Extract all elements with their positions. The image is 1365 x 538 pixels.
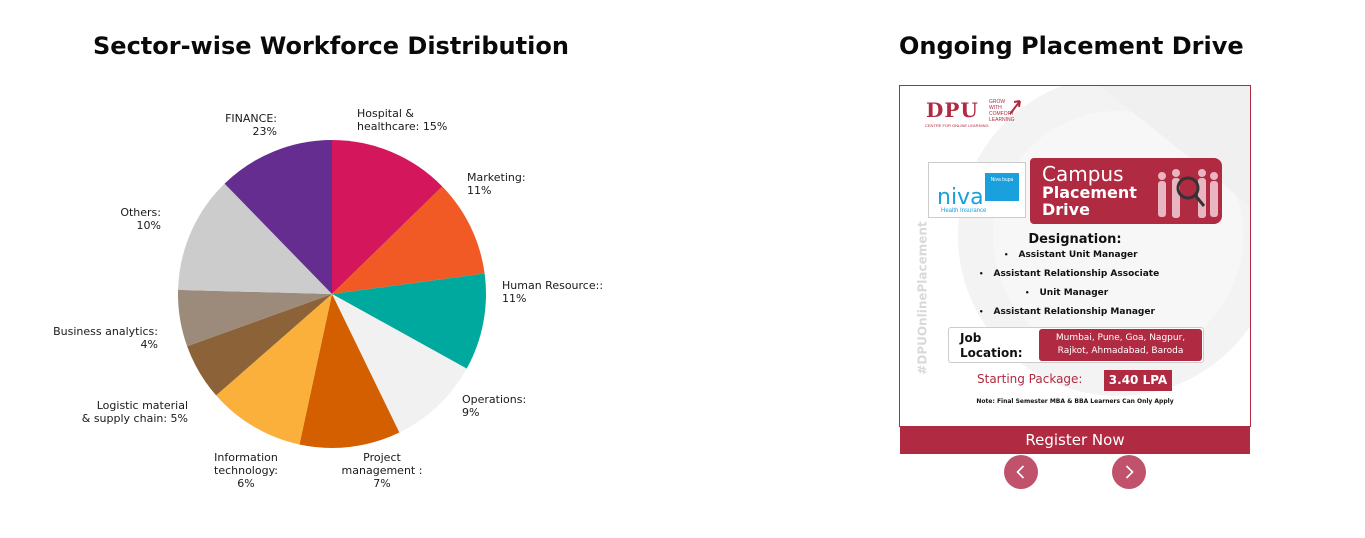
pie-slice-label: Logistic material & supply chain: 5% <box>82 399 188 425</box>
partner-logo-box: niva Niva bupa Health Insurance <box>928 162 1026 218</box>
dpu-logo: DPU <box>926 98 979 122</box>
register-now-button[interactable]: Register Now <box>900 427 1250 454</box>
placement-drive-heading: Placement Drive <box>1042 183 1137 219</box>
pie-slice <box>332 186 485 294</box>
designation-item: Assistant Unit Manager <box>1004 250 1137 260</box>
chart-section-title: Sector-wise Workforce Distribution <box>93 32 569 60</box>
logo-side-text: GROW WITH COMFORT LEARNING <box>989 99 1015 123</box>
campus-drive-banner: Campus Placement Drive <box>1030 158 1222 224</box>
pie-slice-label: Business analytics: 4% <box>53 325 158 351</box>
pie-slice-label: Project management :7% <box>342 451 423 490</box>
job-location-label: Job Location: <box>960 331 1023 360</box>
placement-section-title: Ongoing Placement Drive <box>899 32 1244 60</box>
pie-slice <box>187 294 332 396</box>
designation-heading: Designation: <box>1028 232 1122 247</box>
pie-slice-label: FINANCE: 23% <box>225 112 277 138</box>
logo-tagline: CENTRE FOR ONLINE LEARNING <box>925 123 989 128</box>
pie-slice-label: Operations: 9% <box>462 393 526 419</box>
carousel-next-button[interactable] <box>1112 455 1146 489</box>
pie-slice <box>216 294 332 445</box>
designation-item: Unit Manager <box>1025 288 1108 298</box>
placement-poster[interactable]: DPU CENTRE FOR ONLINE LEARNING GROW WITH… <box>899 85 1251 427</box>
package-label: Starting Package: <box>977 372 1083 386</box>
job-location-values: Mumbai, Pune, Goa, Nagpur, Rajkot, Ahmad… <box>1039 329 1202 361</box>
pie-slice <box>299 294 400 448</box>
campus-heading: Campus <box>1042 162 1124 186</box>
job-location-box: Job Location: Mumbai, Pune, Goa, Nagpur,… <box>948 327 1204 363</box>
people-silhouettes-icon <box>1158 169 1218 218</box>
pie-slice <box>332 140 443 294</box>
pie-slice-label: Information technology: 6% <box>214 451 278 490</box>
chevron-left-icon <box>1016 465 1025 479</box>
pie-slice <box>224 140 332 294</box>
pie-slice <box>178 183 332 294</box>
workforce-pie-chart: Hospital & healthcare: 15% Marketing: 11% Hu… <box>53 107 603 490</box>
vertical-hashtag: #DPUOnlinePlacement <box>915 221 930 375</box>
pie-slice-label: Human Resource:: 11% <box>502 279 603 305</box>
designation-item: Assistant Relationship Manager <box>979 307 1154 317</box>
pie-slice-label: Marketing: 11% <box>467 171 526 197</box>
partner-badge: Niva bupa <box>985 173 1019 201</box>
chevron-right-icon <box>1125 465 1134 479</box>
pie-slice <box>332 273 487 369</box>
carousel-prev-button[interactable] <box>1004 455 1038 489</box>
arrow-up-icon <box>1009 100 1021 115</box>
pie-slice <box>332 294 467 433</box>
pie-slice-label: Others: 10% <box>120 206 161 232</box>
eligibility-note: Note: Final Semester MBA & BBA Learners … <box>976 398 1174 405</box>
pie-slice <box>177 289 332 347</box>
package-value: 3.40 LPA <box>1104 370 1172 391</box>
partner-name: niva <box>937 185 984 210</box>
partner-subtitle: Health Insurance <box>941 208 987 214</box>
pie-slice-label: Hospital & healthcare: 15% <box>357 107 447 133</box>
designation-item: Assistant Relationship Associate <box>979 269 1159 279</box>
